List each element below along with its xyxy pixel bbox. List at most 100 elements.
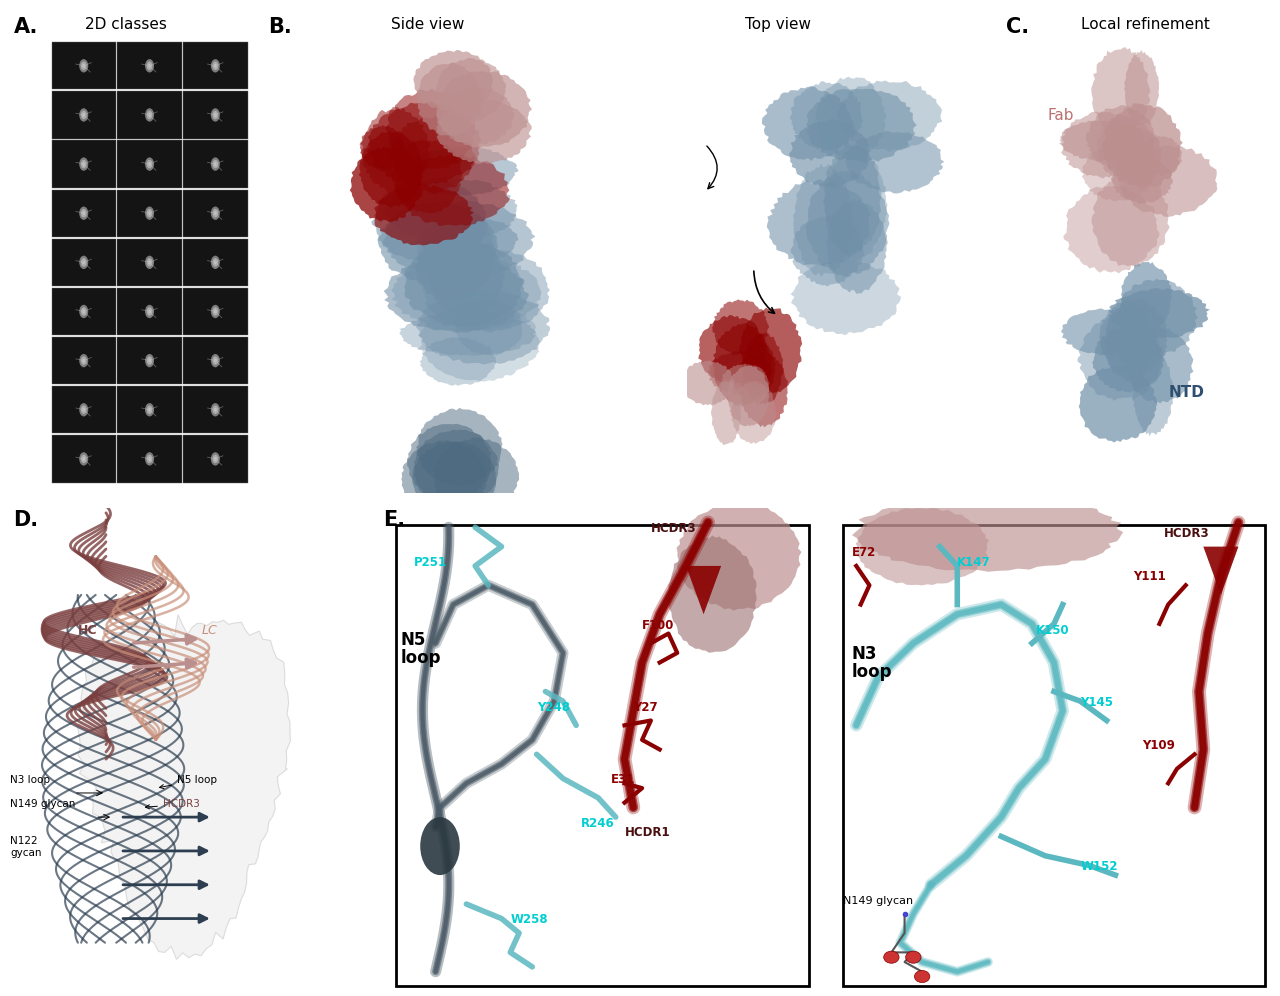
Bar [183,386,247,433]
Text: N5
loop: N5 loop [401,630,442,666]
Polygon shape [1092,328,1164,392]
Ellipse shape [82,162,84,166]
Text: HCDR3: HCDR3 [1164,527,1210,540]
Ellipse shape [145,305,154,318]
Polygon shape [741,353,788,427]
Ellipse shape [147,357,152,365]
Polygon shape [433,437,520,516]
Ellipse shape [211,403,220,416]
Polygon shape [668,536,756,652]
Ellipse shape [214,211,216,215]
Ellipse shape [212,454,218,463]
Bar [118,189,182,237]
Bar [118,239,182,286]
Bar [51,42,116,90]
Ellipse shape [81,62,87,70]
Ellipse shape [82,310,84,314]
Polygon shape [740,308,803,393]
Polygon shape [390,116,475,194]
Ellipse shape [81,357,87,365]
Ellipse shape [214,260,216,264]
Ellipse shape [79,256,88,269]
Polygon shape [699,315,767,384]
Polygon shape [381,200,535,279]
Polygon shape [435,58,506,122]
Polygon shape [77,615,291,959]
Polygon shape [686,566,721,615]
Text: N122
gycan: N122 gycan [10,837,41,858]
Polygon shape [421,216,518,264]
Ellipse shape [145,452,154,465]
Polygon shape [788,119,870,188]
Polygon shape [360,125,406,170]
Polygon shape [422,248,550,333]
Text: Fab: Fab [1047,109,1074,124]
Ellipse shape [147,307,152,316]
Ellipse shape [147,62,152,70]
Ellipse shape [82,211,84,215]
Polygon shape [404,239,525,327]
Text: Y145: Y145 [1080,696,1114,709]
Bar [183,42,247,90]
Polygon shape [416,290,550,365]
Ellipse shape [148,113,151,117]
Polygon shape [416,208,495,289]
Polygon shape [416,63,483,135]
Text: C.: C. [1006,17,1029,37]
Bar [51,140,116,187]
Bar [51,189,116,237]
Polygon shape [856,508,989,586]
Polygon shape [436,71,532,148]
Polygon shape [349,146,422,222]
Polygon shape [361,107,430,193]
Polygon shape [677,502,801,611]
Ellipse shape [148,407,151,411]
Polygon shape [712,300,769,356]
Ellipse shape [145,157,154,170]
Ellipse shape [214,407,216,411]
Text: N149 glycan: N149 glycan [844,896,913,906]
Bar [183,189,247,237]
Polygon shape [1100,298,1167,377]
Polygon shape [358,130,424,208]
Ellipse shape [147,258,152,267]
Ellipse shape [214,162,216,166]
Ellipse shape [79,403,88,416]
Polygon shape [1061,309,1148,356]
Ellipse shape [211,109,220,122]
Polygon shape [402,440,486,519]
Ellipse shape [148,457,151,461]
Ellipse shape [147,159,152,168]
Ellipse shape [79,305,88,318]
Bar [183,435,247,482]
Polygon shape [428,238,504,316]
Text: Y248: Y248 [536,701,570,714]
Ellipse shape [79,354,88,368]
Bar [183,140,247,187]
Polygon shape [815,77,887,159]
Polygon shape [1102,104,1183,189]
Text: K147: K147 [957,556,991,569]
Polygon shape [852,493,1124,572]
Bar [118,288,182,335]
Ellipse shape [148,64,151,68]
Polygon shape [790,215,864,287]
Polygon shape [1078,315,1164,400]
Ellipse shape [906,951,922,963]
Polygon shape [1097,117,1155,180]
Text: Y111: Y111 [1133,571,1166,584]
Polygon shape [1124,50,1158,126]
Text: N3 loop: N3 loop [10,775,50,785]
Text: R246: R246 [581,817,614,830]
Ellipse shape [145,109,154,122]
Polygon shape [762,87,854,161]
Ellipse shape [212,357,218,365]
Ellipse shape [212,209,218,217]
FancyBboxPatch shape [844,525,1265,986]
Polygon shape [681,361,735,405]
Bar [118,337,182,384]
Polygon shape [404,146,518,196]
Text: E72: E72 [852,546,876,560]
Text: P251: P251 [413,556,447,569]
Ellipse shape [212,405,218,414]
